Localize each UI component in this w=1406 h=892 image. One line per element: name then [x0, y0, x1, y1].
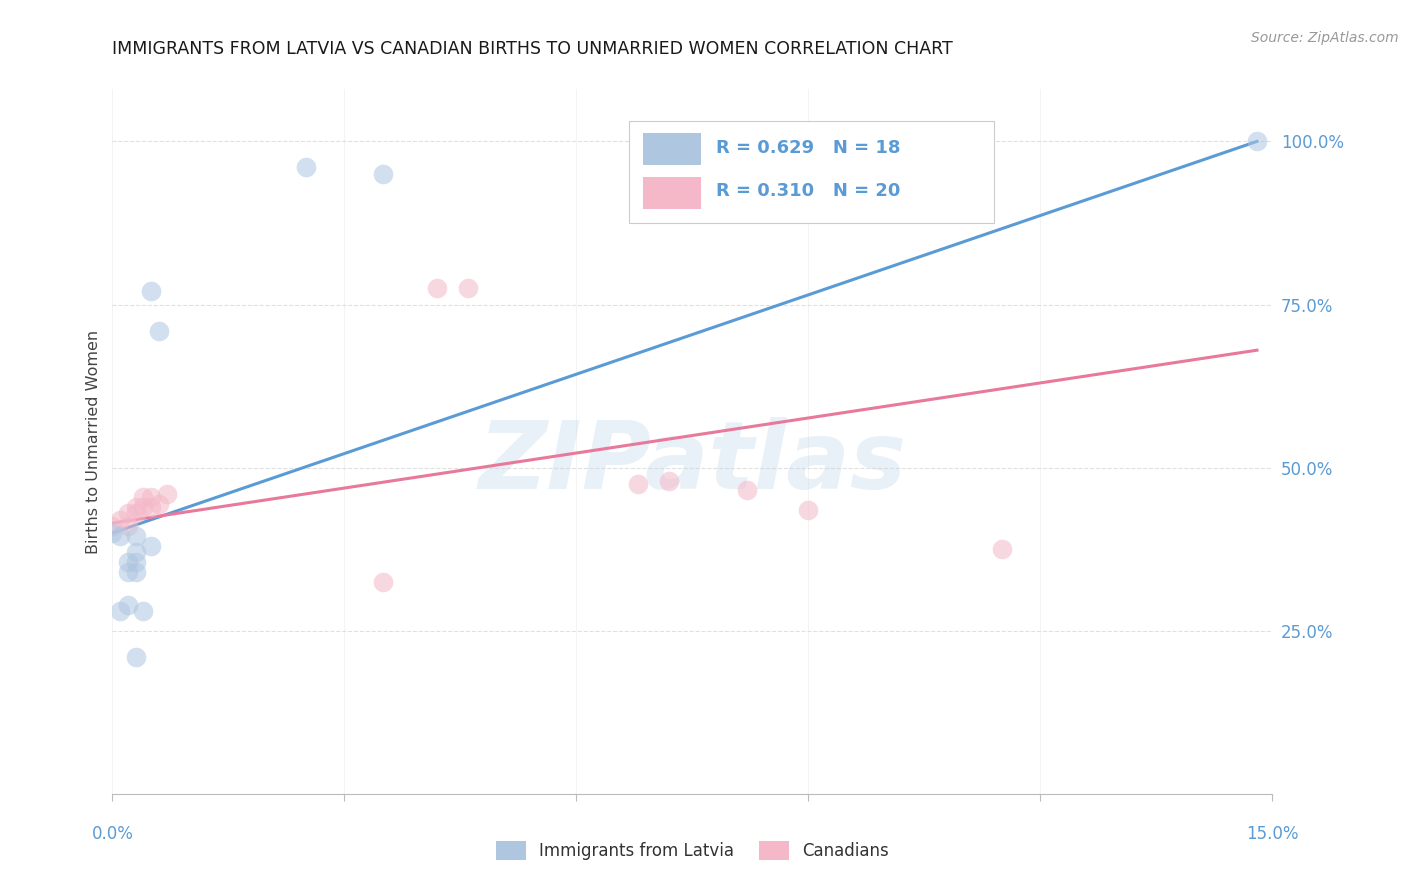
- Point: [371, 167, 394, 181]
- Text: R = 0.310   N = 20: R = 0.310 N = 20: [716, 182, 900, 201]
- Point: [156, 487, 179, 501]
- Point: [124, 545, 148, 559]
- Point: [426, 281, 449, 295]
- FancyBboxPatch shape: [643, 133, 700, 165]
- Point: [124, 506, 148, 520]
- Point: [124, 529, 148, 543]
- Legend: Immigrants from Latvia, Canadians: Immigrants from Latvia, Canadians: [489, 834, 896, 867]
- Point: [117, 519, 139, 533]
- Point: [117, 565, 139, 579]
- Point: [148, 324, 170, 338]
- Point: [371, 574, 394, 589]
- Point: [110, 529, 132, 543]
- Point: [1246, 135, 1268, 149]
- Y-axis label: Births to Unmarried Women: Births to Unmarried Women: [86, 329, 101, 554]
- Point: [132, 490, 155, 504]
- Point: [101, 519, 124, 533]
- Point: [117, 598, 139, 612]
- FancyBboxPatch shape: [628, 121, 994, 223]
- Point: [148, 496, 170, 510]
- Point: [141, 539, 163, 553]
- Point: [110, 604, 132, 618]
- Point: [101, 525, 124, 540]
- Point: [117, 506, 139, 520]
- Text: 0.0%: 0.0%: [91, 825, 134, 843]
- Point: [141, 285, 163, 299]
- Point: [141, 490, 163, 504]
- Point: [797, 503, 820, 517]
- Point: [110, 513, 132, 527]
- Point: [295, 161, 318, 175]
- Point: [457, 281, 479, 295]
- Point: [124, 649, 148, 664]
- Point: [117, 555, 139, 569]
- Text: IMMIGRANTS FROM LATVIA VS CANADIAN BIRTHS TO UNMARRIED WOMEN CORRELATION CHART: IMMIGRANTS FROM LATVIA VS CANADIAN BIRTH…: [112, 40, 953, 58]
- Point: [658, 474, 681, 488]
- Text: ZIPatlas: ZIPatlas: [478, 417, 907, 508]
- Text: R = 0.629   N = 18: R = 0.629 N = 18: [716, 138, 900, 157]
- Point: [132, 500, 155, 514]
- Point: [132, 604, 155, 618]
- Point: [124, 565, 148, 579]
- Text: Source: ZipAtlas.com: Source: ZipAtlas.com: [1251, 31, 1399, 45]
- Point: [124, 555, 148, 569]
- Point: [991, 542, 1014, 557]
- Point: [735, 483, 758, 498]
- Text: 15.0%: 15.0%: [1246, 825, 1299, 843]
- Point: [627, 477, 650, 491]
- FancyBboxPatch shape: [643, 178, 700, 209]
- Point: [141, 500, 163, 514]
- Point: [124, 500, 148, 514]
